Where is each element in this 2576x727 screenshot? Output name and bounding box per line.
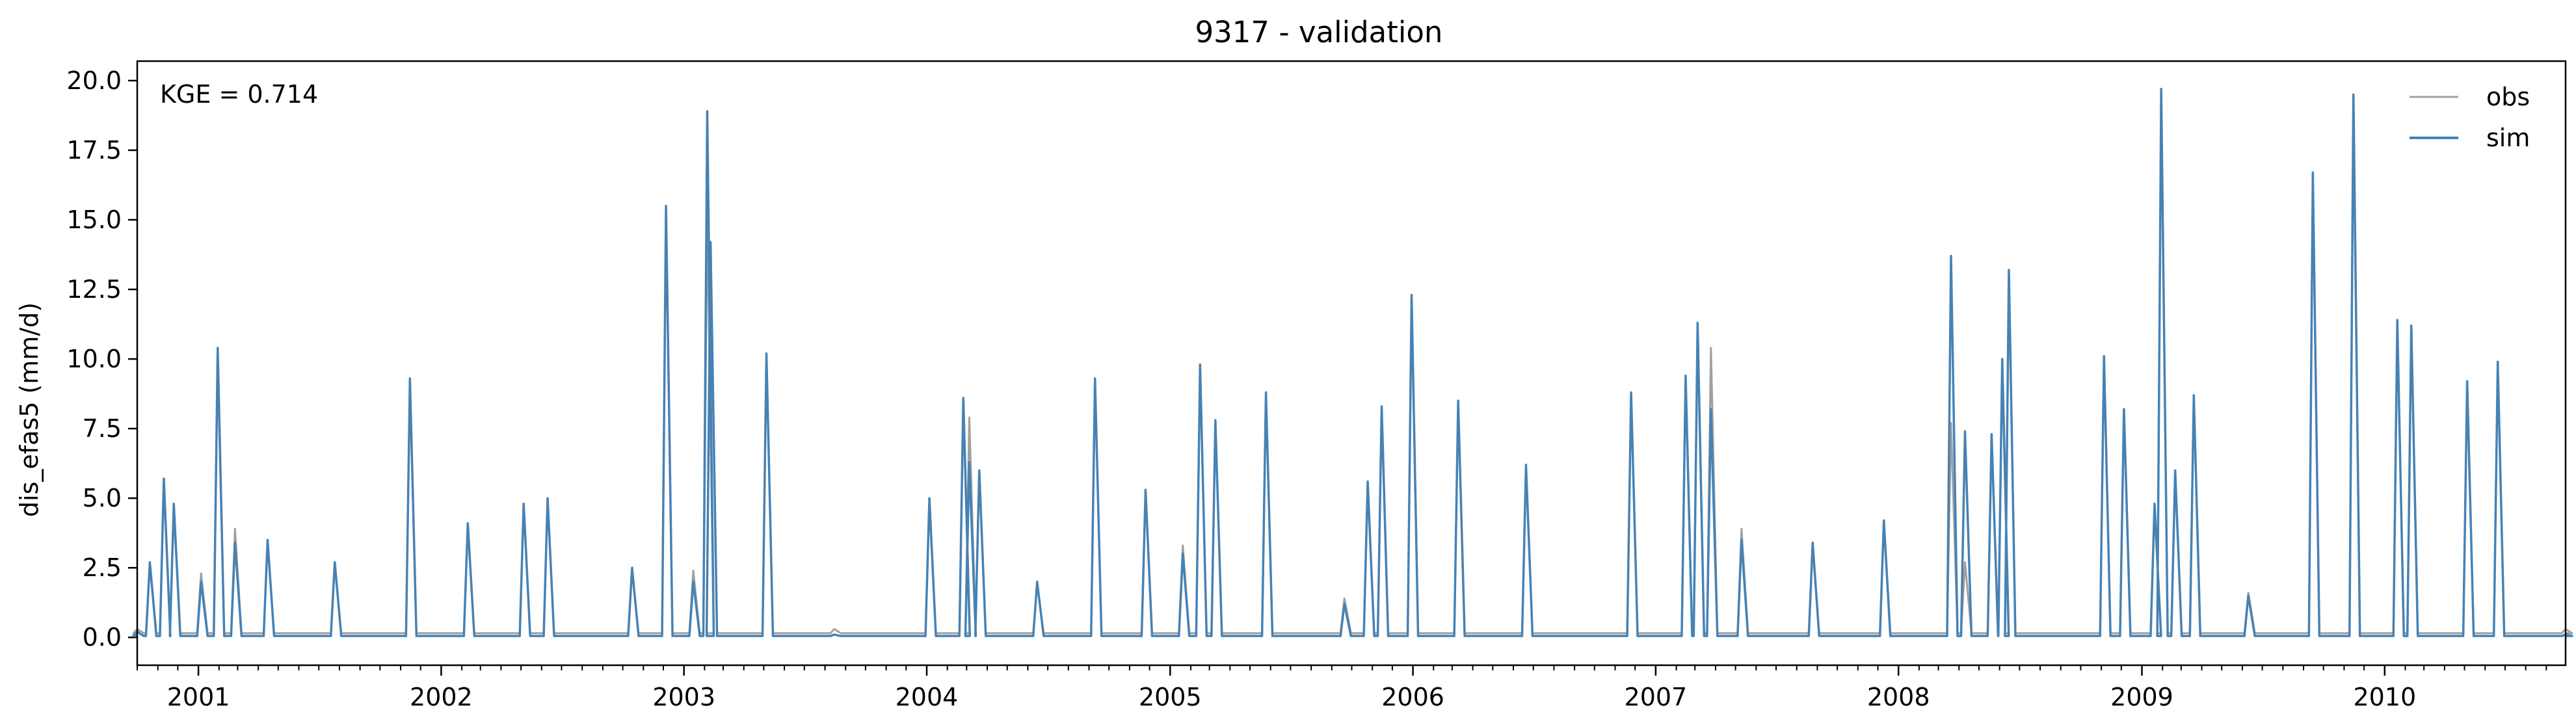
x-tick-label: 2004 xyxy=(896,683,959,711)
legend: obs sim xyxy=(2410,83,2530,152)
plot-area xyxy=(132,88,2573,637)
y-tick-label: 5.0 xyxy=(83,484,122,512)
x-tick-label: 2008 xyxy=(1867,683,1930,711)
y-tick-label: 0.0 xyxy=(83,623,122,652)
y-tick-label: 20.0 xyxy=(66,66,122,95)
x-tick-label: 2009 xyxy=(2110,683,2173,711)
y-tick-label: 12.5 xyxy=(66,275,122,304)
x-tick-label: 2007 xyxy=(1625,683,1688,711)
y-axis-label: dis_efas5 (mm/d) xyxy=(15,302,44,517)
y-axis: 0.0 2.5 5.0 7.5 10.0 12.5 15.0 17.5 20.0 xyxy=(66,66,137,652)
y-tick-label: 15.0 xyxy=(66,205,122,234)
x-tick-label: 2003 xyxy=(652,683,715,711)
legend-sim-label: sim xyxy=(2486,124,2530,152)
kge-annotation: KGE = 0.714 xyxy=(160,80,318,109)
x-tick-label: 2006 xyxy=(1381,683,1444,711)
x-tick-label: 2001 xyxy=(167,683,230,711)
y-tick-label: 17.5 xyxy=(66,136,122,165)
x-axis: 2001 2002 2003 2004 2005 2006 2007 2008 2009 2010 xyxy=(137,665,2547,711)
chart-title: 9317 - validation xyxy=(1195,15,1443,49)
x-tick-label: 2002 xyxy=(410,683,473,711)
y-tick-label: 2.5 xyxy=(83,553,122,582)
y-tick-label: 10.0 xyxy=(66,345,122,373)
plot-frame xyxy=(136,60,2567,667)
series-sim-line xyxy=(132,88,2573,637)
x-tick-label: 2005 xyxy=(1139,683,1202,711)
y-tick-label: 7.5 xyxy=(83,414,122,443)
x-tick-label: 2010 xyxy=(2353,683,2416,711)
legend-obs-label: obs xyxy=(2486,83,2530,111)
